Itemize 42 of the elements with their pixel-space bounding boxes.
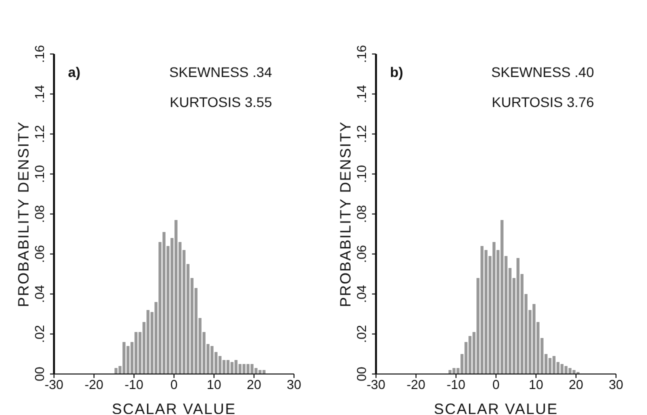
y-tick-label: .16 xyxy=(354,44,369,64)
x-tick-label: 0 xyxy=(492,377,500,392)
x-tick-label: -30 xyxy=(44,377,64,392)
y-axis-title: PROBABILITY DENSITY xyxy=(14,120,32,308)
x-tick-label: -20 xyxy=(406,377,426,392)
annotation: b) xyxy=(390,64,404,80)
y-tick-label: 00 xyxy=(32,366,47,382)
y-tick-label: .02 xyxy=(32,324,47,344)
y-tick-label: 00 xyxy=(354,366,369,382)
y-tick-label: .08 xyxy=(32,204,47,224)
x-axis-title: SCALAR VALUE xyxy=(434,401,558,415)
y-tick-label: .14 xyxy=(32,84,47,104)
x-tick-label: -20 xyxy=(84,377,104,392)
x-tick-label: -10 xyxy=(124,377,144,392)
x-tick-label: 20 xyxy=(246,377,262,392)
y-tick-label: .06 xyxy=(32,244,47,264)
annotation: a) xyxy=(68,64,80,80)
y-tick-label: .16 xyxy=(32,44,47,64)
y-axis-title: PROBABILITY DENSITY xyxy=(336,120,354,308)
y-tick-label: .12 xyxy=(354,124,369,144)
x-tick-label: 30 xyxy=(286,377,302,392)
y-tick-label: .06 xyxy=(354,244,369,264)
y-tick-label: .02 xyxy=(354,324,369,344)
x-tick-label: -30 xyxy=(366,377,386,392)
x-axis-title: SCALAR VALUE xyxy=(112,401,236,415)
x-tick-label: 10 xyxy=(206,377,222,392)
annotation: SKEWNESS .40 xyxy=(491,64,594,80)
y-tick-label: .08 xyxy=(354,204,369,224)
x-tick-label: 0 xyxy=(170,377,178,392)
x-tick-label: 10 xyxy=(528,377,544,392)
y-tick-label: .04 xyxy=(354,284,369,304)
y-tick-label: .10 xyxy=(354,164,369,184)
x-tick-label: 20 xyxy=(568,377,584,392)
annotation: KURTOSIS 3.55 xyxy=(170,94,272,110)
y-tick-label: .14 xyxy=(354,84,369,104)
y-tick-label: .04 xyxy=(32,284,47,304)
x-tick-label: -10 xyxy=(446,377,466,392)
annotation: SKEWNESS .34 xyxy=(169,64,272,80)
annotation: KURTOSIS 3.76 xyxy=(492,94,594,110)
y-tick-label: .12 xyxy=(32,124,47,144)
x-tick-label: 30 xyxy=(608,377,624,392)
y-tick-label: .10 xyxy=(32,164,47,184)
